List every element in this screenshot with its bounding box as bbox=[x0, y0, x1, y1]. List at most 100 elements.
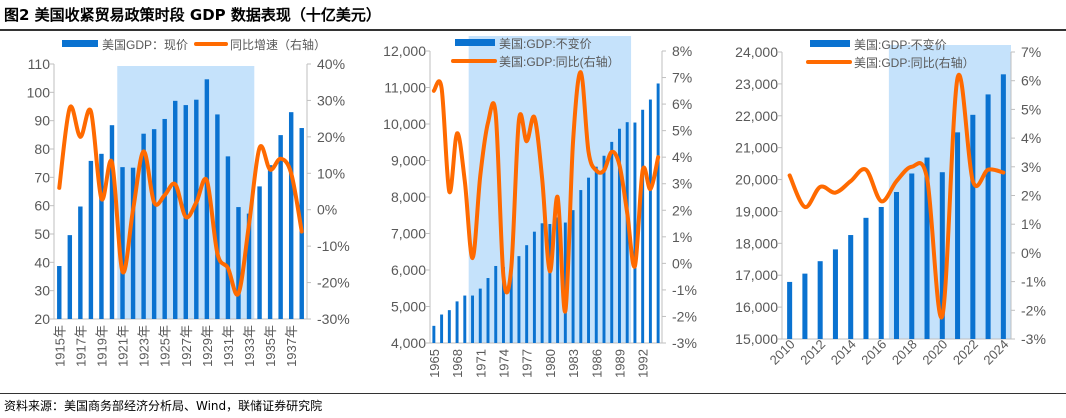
x-tick-label: 1986 bbox=[589, 349, 604, 378]
bar bbox=[478, 288, 482, 343]
legend-bar-swatch bbox=[810, 40, 850, 47]
x-tick-label: 1915年 bbox=[52, 325, 67, 367]
x-tick-label: 1929年 bbox=[200, 325, 215, 367]
right-tick-label: -2% bbox=[672, 308, 697, 324]
left-tick-label: 11,000 bbox=[384, 80, 426, 96]
right-tick-label: 4% bbox=[672, 149, 692, 165]
right-tick-label: 5% bbox=[1021, 101, 1041, 117]
right-tick-label: -3% bbox=[1021, 331, 1046, 347]
x-tick-label: 1933年 bbox=[242, 325, 257, 367]
left-tick-label: 80 bbox=[34, 141, 50, 157]
bar bbox=[955, 132, 961, 339]
bar bbox=[525, 245, 529, 343]
chart-3: 15,000 16,000 17,000 18,000 19,000 20,000 21,0… bbox=[735, 37, 1046, 368]
bar bbox=[970, 114, 976, 340]
bar bbox=[893, 191, 900, 339]
x-tick-label: 1983 bbox=[566, 349, 581, 378]
bottom-rule bbox=[0, 393, 1066, 394]
bar bbox=[517, 256, 521, 343]
right-tick-label: -1% bbox=[1021, 274, 1046, 290]
chart-1: 20 30 40 50 60 70 80 90 100 110 -30% -20% -10% 0% 10% 2… bbox=[27, 37, 350, 367]
bar bbox=[641, 109, 645, 343]
right-tick-label: 6% bbox=[1021, 73, 1041, 89]
bar bbox=[848, 235, 854, 339]
bar bbox=[509, 267, 513, 343]
bar bbox=[878, 206, 884, 339]
bar bbox=[563, 222, 567, 343]
left-tick-label: 17,000 bbox=[735, 267, 778, 283]
right-tick-label: -10% bbox=[317, 238, 350, 254]
legend-bar-swatch bbox=[455, 39, 495, 46]
right-tick-label: 1% bbox=[1021, 216, 1041, 232]
x-tick-label: 1923年 bbox=[137, 325, 152, 367]
left-tick-label: 90 bbox=[34, 113, 50, 129]
bar bbox=[204, 79, 210, 319]
bar bbox=[288, 112, 294, 320]
bar bbox=[602, 155, 606, 343]
left-tick-label: 18,000 bbox=[735, 235, 778, 251]
right-tick-label: -20% bbox=[317, 275, 350, 291]
bar bbox=[501, 267, 505, 343]
x-tick-label: 1921年 bbox=[116, 325, 131, 367]
bar bbox=[579, 190, 583, 343]
bar bbox=[540, 223, 544, 343]
right-tick-label: 4% bbox=[1021, 130, 1041, 146]
bar bbox=[440, 314, 444, 343]
bar bbox=[617, 128, 621, 343]
left-tick-label: 21,000 bbox=[735, 140, 778, 156]
right-tick-label: -1% bbox=[672, 282, 697, 298]
right-tick-label: 6% bbox=[672, 96, 692, 112]
bar bbox=[594, 166, 598, 343]
source-note: 资料来源：美国商务部经济分析局、Wind，联储证券研究院 bbox=[4, 399, 323, 413]
bar bbox=[151, 129, 157, 319]
legend-bar-swatch bbox=[62, 40, 98, 47]
bar bbox=[225, 156, 231, 319]
right-tick-label: 2% bbox=[1021, 188, 1041, 204]
x-tick-label: 1919年 bbox=[94, 325, 109, 367]
left-tick-label: 50 bbox=[34, 226, 50, 242]
x-tick-label: 1971 bbox=[473, 349, 488, 378]
bar bbox=[556, 217, 560, 343]
bar bbox=[587, 177, 591, 343]
bar bbox=[633, 122, 637, 343]
right-tick-label: 1% bbox=[672, 229, 692, 245]
right-tick-label: 3% bbox=[1021, 159, 1041, 175]
right-tick-label: 20% bbox=[317, 129, 345, 145]
legend-bar-label: 美国:GDP:不变价 bbox=[499, 36, 592, 51]
left-tick-label: 20,000 bbox=[735, 172, 778, 188]
x-tick-label: 1989 bbox=[612, 349, 627, 378]
bar bbox=[236, 207, 241, 319]
x-tick-label: 2018 bbox=[889, 337, 920, 368]
x-tick-label: 2024 bbox=[980, 337, 1011, 368]
left-tick-label: 7,000 bbox=[391, 226, 426, 242]
left-tick-label: 4,000 bbox=[391, 335, 426, 351]
left-tick-label: 20 bbox=[34, 311, 50, 327]
x-tick-label: 1992 bbox=[636, 349, 651, 378]
left-tick-label: 70 bbox=[34, 169, 50, 185]
bar bbox=[532, 231, 536, 343]
bar bbox=[78, 206, 83, 319]
left-tick-label: 30 bbox=[34, 283, 50, 299]
bar bbox=[183, 105, 188, 319]
bar bbox=[817, 261, 823, 339]
bar bbox=[173, 100, 178, 319]
left-tick-label: 23,000 bbox=[735, 76, 778, 92]
right-tick-label: 0% bbox=[317, 202, 337, 218]
left-tick-label: 100 bbox=[27, 84, 51, 100]
right-tick-label: 0% bbox=[672, 255, 692, 271]
bar bbox=[1000, 74, 1006, 340]
bar bbox=[432, 325, 436, 343]
left-tick-label: 12,000 bbox=[383, 43, 426, 59]
bar bbox=[463, 295, 467, 343]
bar bbox=[471, 295, 475, 343]
bar bbox=[787, 281, 793, 339]
right-tick-label: 2% bbox=[672, 202, 692, 218]
bar bbox=[67, 235, 73, 319]
right-tick-label: 3% bbox=[672, 176, 692, 192]
bar bbox=[162, 118, 167, 319]
bar bbox=[57, 266, 62, 319]
x-tick-label: 1965 bbox=[427, 349, 442, 378]
bar bbox=[832, 249, 838, 339]
bar bbox=[985, 94, 991, 339]
